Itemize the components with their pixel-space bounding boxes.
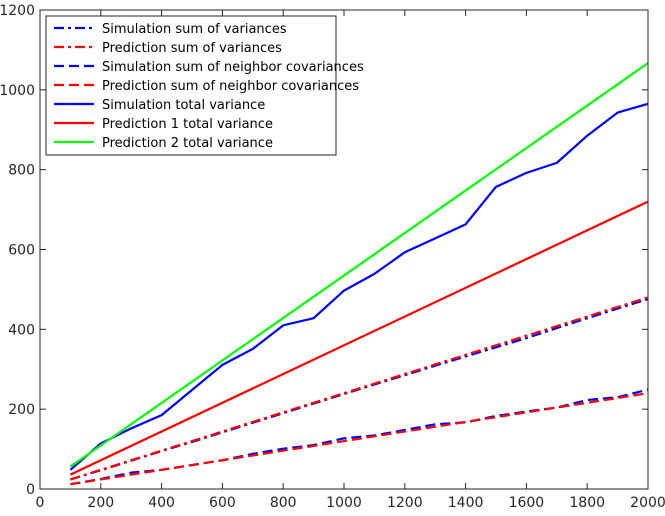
series-line-prediction-2-total-variance xyxy=(69,62,648,468)
x-tick-label: 400 xyxy=(148,495,175,511)
x-tick-label: 200 xyxy=(87,495,114,511)
legend-label-simulation-sum-of-variances: Simulation sum of variances xyxy=(102,22,287,37)
legend-label-prediction-1-total-variance: Prediction 1 total variance xyxy=(102,117,273,132)
x-tick-label: 1600 xyxy=(509,495,545,511)
x-tick-label: 1000 xyxy=(326,495,362,511)
x-tick-label: 0 xyxy=(36,495,45,511)
x-tick-label: 1800 xyxy=(569,495,605,511)
y-tick-label: 0 xyxy=(26,482,35,498)
series-line-simulation-sum-of-neighbor-covariances xyxy=(70,388,648,486)
y-tick-label: 400 xyxy=(8,322,35,338)
legend-label-prediction-sum-of-variances: Prediction sum of variances xyxy=(102,41,282,56)
legend-label-simulation-total-variance: Simulation total variance xyxy=(102,98,265,113)
plot-area xyxy=(69,62,648,486)
y-tick-label: 800 xyxy=(8,163,35,179)
legend-box xyxy=(45,15,337,156)
legend-label-prediction-2-total-variance: Prediction 2 total variance xyxy=(102,136,273,151)
y-tick-label: 600 xyxy=(8,243,35,259)
legend: Simulation sum of variances Prediction su… xyxy=(45,15,364,156)
legend-label-simulation-sum-of-neighbor-covariances: Simulation sum of neighbor covariances xyxy=(102,60,364,75)
series-line-prediction-sum-of-neighbor-covariances xyxy=(70,392,648,486)
x-tick-label: 1400 xyxy=(448,495,484,511)
y-tick-label: 1000 xyxy=(0,83,35,99)
x-tick-label: 2000 xyxy=(630,495,665,511)
y-tick-label: 1200 xyxy=(0,3,35,19)
x-tick-label: 1200 xyxy=(387,495,423,511)
series-line-simulation-total-variance xyxy=(69,102,648,471)
series-line-prediction-1-total-variance xyxy=(69,200,648,476)
x-tick-label: 800 xyxy=(270,495,297,511)
series-line-prediction-sum-of-variances xyxy=(70,296,648,481)
legend-label-prediction-sum-of-neighbor-covariances: Prediction sum of neighbor covariances xyxy=(102,79,359,94)
x-tick-label: 600 xyxy=(209,495,236,511)
y-tick-label: 200 xyxy=(8,402,35,418)
axes: 0 200 400 600 800 1000 1200 1400 1600 1800 2000 0 20… xyxy=(0,3,665,511)
